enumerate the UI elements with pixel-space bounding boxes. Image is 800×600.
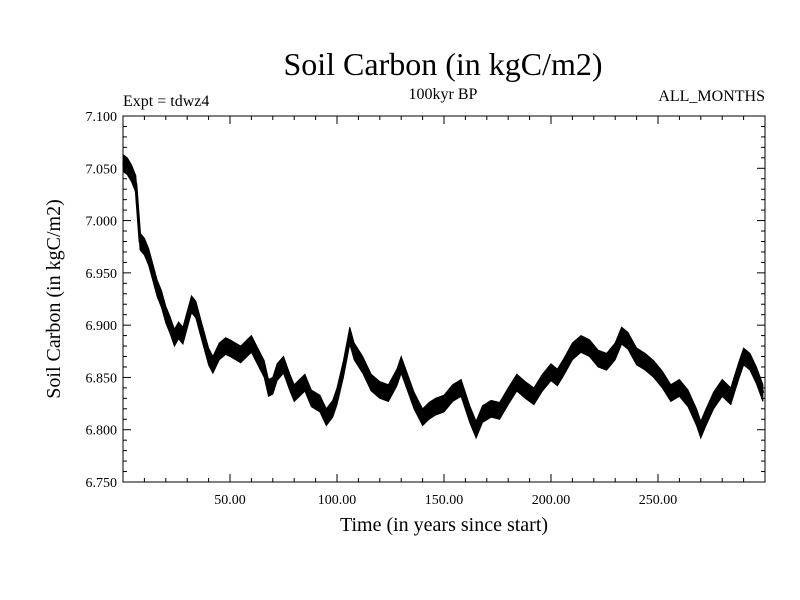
y-tick-label: 6.950 [86,267,118,282]
x-tick-label: 250.00 [639,493,678,508]
y-tick-label: 6.800 [86,424,118,439]
ticks-layer: 50.00 100.00 150.00 200.00 250.00 6.750 6.800 6… [86,110,765,508]
chart-title: Soil Carbon (in kgC/m2) [283,46,602,82]
y-tick-label: 7.050 [86,162,118,177]
y-tick-label: 7.100 [86,110,118,125]
chart-subtitle: 100kyr BP [409,86,478,103]
x-tick-label: 150.00 [425,493,464,508]
y-tick-label: 6.850 [86,371,118,386]
x-tick-label: 100.00 [318,493,357,508]
soil-carbon-line [122,161,765,434]
data-layer [122,153,765,440]
x-axis-label: Time (in years since start) [340,514,548,536]
y-tick-label: 6.750 [86,476,118,491]
y-tick-label: 6.900 [86,319,118,334]
x-tick-label: 200.00 [532,493,571,508]
y-tick-label: 7.000 [86,215,118,230]
x-tick-label: 50.00 [214,493,246,508]
experiment-label: Expt = tdwz4 [123,93,209,110]
y-axis-label: Soil Carbon (in kgC/m2) [43,199,65,398]
months-label: ALL_MONTHS [658,88,765,105]
plot-frame [122,115,766,483]
soil-carbon-band [122,153,764,440]
